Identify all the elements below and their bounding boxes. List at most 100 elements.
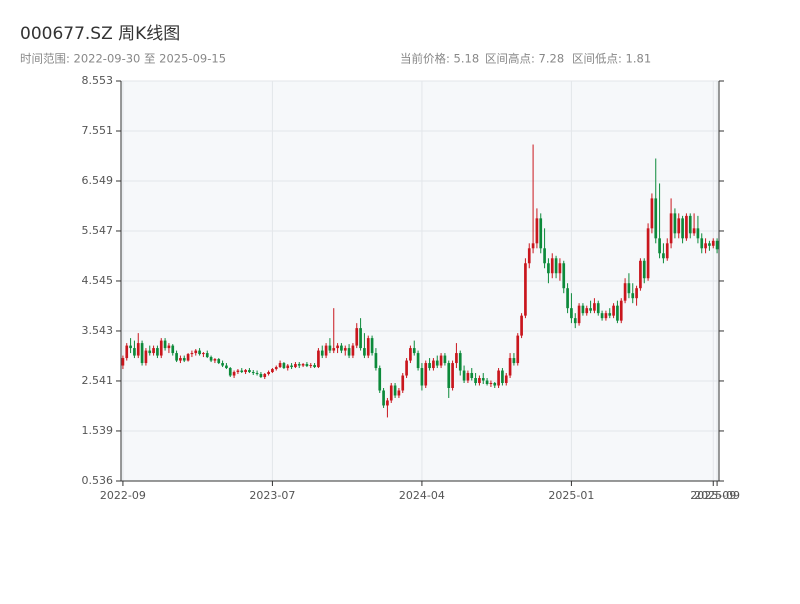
candle-body <box>136 343 140 356</box>
candle-body <box>412 348 416 354</box>
candle-body <box>696 228 700 239</box>
x-tick-label: 2023-07 <box>249 489 295 502</box>
candle-body <box>627 283 631 294</box>
candle-body <box>478 378 481 384</box>
candle-body <box>547 263 550 274</box>
candle-body <box>133 348 136 356</box>
candle-body <box>443 355 447 364</box>
candle-body <box>439 355 443 366</box>
candle-body <box>382 390 385 406</box>
candle-body <box>175 353 178 361</box>
candle-body <box>527 248 531 264</box>
candle-body <box>688 215 692 234</box>
candle-body <box>294 364 297 368</box>
candle-body <box>642 260 646 279</box>
candle-body <box>416 353 420 369</box>
y-tick-label: 0.536 <box>82 474 114 487</box>
candle-body <box>297 364 301 366</box>
candle-body <box>328 345 332 351</box>
candle-body <box>163 340 167 349</box>
candle-body <box>635 288 638 299</box>
candle-body <box>531 243 535 249</box>
candle-body <box>389 385 393 401</box>
candle-body <box>182 358 186 361</box>
candle-body <box>658 238 661 254</box>
candle-body <box>681 218 684 239</box>
candle-body <box>378 368 382 391</box>
candle-body <box>148 350 152 354</box>
candle-body <box>493 383 497 386</box>
y-tick-label: 2.541 <box>82 374 114 387</box>
candle-body <box>543 248 546 264</box>
y-tick-label: 4.545 <box>82 274 114 287</box>
candle-body <box>324 345 328 356</box>
candle-body <box>244 370 247 373</box>
subtitle: 时间范围: 2022-09-30 至 2025-09-15 <box>20 52 226 66</box>
candle-body <box>604 313 608 319</box>
candle-body <box>274 367 278 370</box>
candle-body <box>190 353 194 355</box>
candle-body <box>508 358 512 376</box>
candle-body <box>581 305 585 314</box>
stat: 区间低点: 1.81 <box>572 52 651 66</box>
chart-title: 000677.SZ 周K线图 <box>20 24 180 44</box>
x-tick-label: 2025-01 <box>548 489 594 502</box>
candle-body <box>585 308 589 314</box>
candle-body <box>278 363 282 368</box>
candle-body <box>240 370 244 373</box>
candle-body <box>631 293 635 299</box>
candle-body <box>600 313 604 319</box>
candle-body <box>669 213 673 244</box>
candle-body <box>715 240 719 250</box>
candle-body <box>535 218 539 244</box>
candle-body <box>458 353 462 371</box>
candle-body <box>171 345 175 354</box>
x-tick-label: 2024-04 <box>399 489 445 502</box>
y-tick-label: 7.551 <box>82 124 114 137</box>
candle-body <box>470 373 474 379</box>
candle-body <box>351 345 355 356</box>
candle-body <box>159 340 163 356</box>
candle-body <box>236 370 240 373</box>
candle-body <box>397 390 401 396</box>
candle-body <box>217 359 221 364</box>
candle-body <box>194 350 198 354</box>
candle-body <box>573 318 577 324</box>
candle-body <box>267 372 270 375</box>
candle-body <box>646 228 650 279</box>
candle-body <box>516 335 520 364</box>
candle-body <box>704 243 707 249</box>
candle-body <box>263 374 267 378</box>
x-tick-label: 2025-09 <box>694 489 740 502</box>
candle-body <box>539 218 543 249</box>
candle-body <box>301 364 305 366</box>
candle-body <box>589 308 592 311</box>
candle-body <box>125 345 129 359</box>
candle-body <box>202 353 205 355</box>
candle-body <box>596 303 600 314</box>
candle-body <box>662 253 665 259</box>
candle-body <box>290 365 293 368</box>
candle-body <box>343 348 347 351</box>
y-tick-label: 8.553 <box>82 74 114 87</box>
candle-body <box>455 353 458 364</box>
candle-body <box>221 363 224 366</box>
candle-body <box>466 373 470 381</box>
candle-body <box>481 378 485 381</box>
candle-body <box>405 360 408 376</box>
candle-body <box>282 363 286 369</box>
candle-body <box>179 358 182 361</box>
candle-body <box>366 338 370 356</box>
candle-body <box>363 348 366 356</box>
candle-body <box>198 350 201 355</box>
candle-body <box>317 350 320 368</box>
candle-body <box>520 315 523 336</box>
candle-body <box>612 305 615 316</box>
candle-body <box>501 370 504 384</box>
candle-body <box>562 263 566 289</box>
candle-body <box>593 303 596 311</box>
candle-body <box>313 365 316 368</box>
candle-body <box>248 370 251 373</box>
candle-body <box>386 400 389 406</box>
